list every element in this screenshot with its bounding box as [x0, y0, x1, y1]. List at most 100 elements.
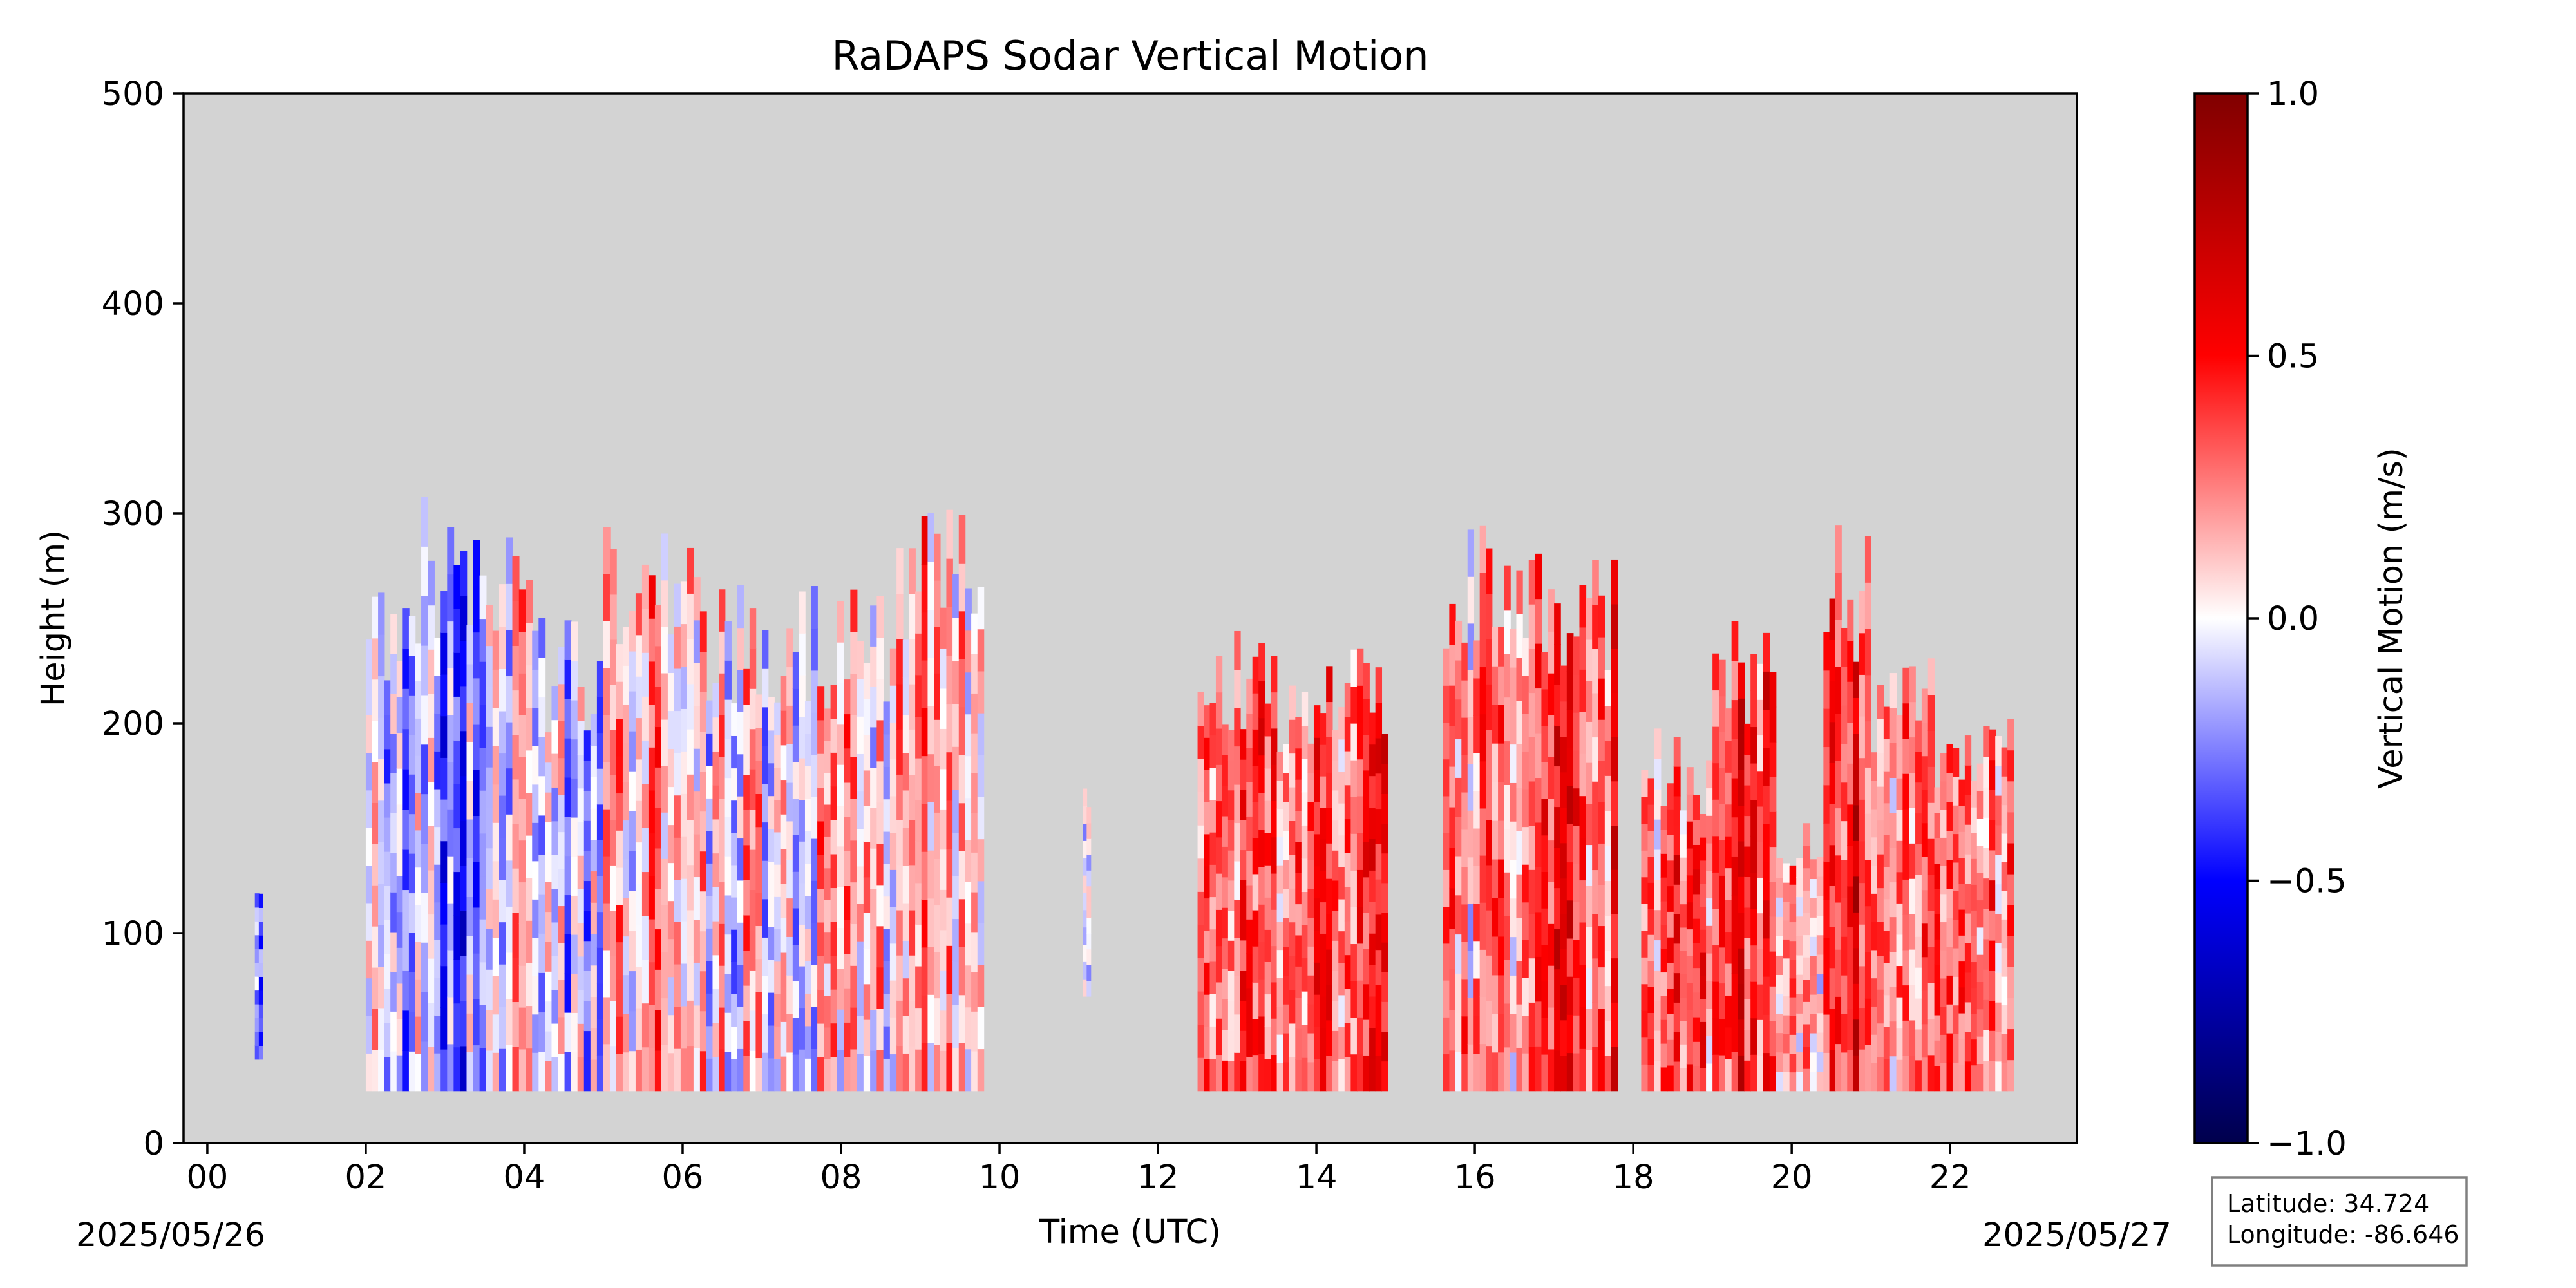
data-cell	[915, 799, 922, 842]
data-cell	[1492, 1052, 1499, 1092]
data-cell	[1731, 1012, 1739, 1052]
data-cell	[1983, 786, 1990, 818]
data-cell	[737, 669, 744, 712]
data-cell	[1541, 762, 1549, 799]
data-cell	[1504, 959, 1511, 1004]
data-cell	[1738, 734, 1745, 770]
data-cell	[1375, 1019, 1383, 1056]
data-cell	[506, 583, 513, 630]
data-cell	[799, 965, 806, 1009]
data-cell	[680, 878, 688, 922]
data-cell	[2007, 842, 2014, 875]
data-cell	[1952, 748, 1960, 777]
data-cell	[724, 660, 732, 700]
data-cell	[1516, 657, 1523, 701]
data-cell	[1295, 934, 1302, 967]
data-cell	[1369, 933, 1376, 965]
data-cell	[545, 851, 553, 882]
data-cell	[804, 928, 812, 961]
data-cell	[622, 781, 630, 821]
data-cell	[506, 676, 513, 723]
data-cell	[1271, 656, 1278, 693]
data-cell	[1783, 901, 1790, 921]
data-cell	[1641, 849, 1649, 878]
data-cell	[1647, 856, 1655, 883]
data-cell	[428, 605, 435, 650]
data-cell	[811, 712, 818, 755]
data-cell	[622, 704, 630, 744]
data-cell	[830, 887, 838, 922]
data-cell	[1927, 838, 1935, 875]
data-cell	[506, 813, 513, 861]
data-cell	[1258, 1053, 1265, 1092]
data-cell	[486, 969, 493, 1010]
data-cell	[1896, 746, 1904, 779]
data-cell	[661, 533, 668, 581]
data-cell	[1816, 1012, 1824, 1033]
data-cell	[774, 734, 781, 768]
data-cell	[1952, 1033, 1960, 1063]
data-cell	[1859, 923, 1866, 967]
data-cell	[1307, 1061, 1314, 1092]
data-cell	[1326, 701, 1333, 738]
data-cell	[1712, 762, 1719, 800]
data-cell	[641, 915, 649, 960]
data-cell	[1234, 1014, 1241, 1053]
data-cell	[434, 977, 442, 1016]
data-cell	[1803, 823, 1811, 846]
data-cell	[755, 1024, 762, 1059]
data-cell	[1921, 789, 1929, 824]
data-cell	[1338, 962, 1345, 996]
data-cell	[434, 902, 442, 940]
data-cell	[1611, 1002, 1618, 1047]
data-cell	[551, 1023, 559, 1057]
data-cell	[1598, 967, 1605, 1009]
data-cell	[1375, 1055, 1383, 1092]
data-cell	[583, 1060, 591, 1092]
data-cell	[1516, 830, 1523, 875]
data-cell	[1654, 909, 1662, 941]
data-cell	[837, 601, 844, 643]
data-cell	[844, 919, 851, 954]
data-cell	[680, 1048, 688, 1092]
data-cell	[1647, 960, 1655, 987]
data-cell	[743, 668, 750, 705]
data-cell	[1647, 934, 1655, 961]
data-cell	[687, 728, 694, 775]
data-cell	[635, 593, 643, 636]
data-cell	[1667, 860, 1674, 887]
data-cell	[896, 1045, 904, 1092]
data-cell	[674, 583, 681, 627]
data-cell	[889, 1054, 897, 1092]
data-cell	[761, 822, 769, 861]
data-cell	[1718, 767, 1726, 804]
data-cell	[648, 704, 656, 748]
data-cell	[1757, 735, 1764, 772]
data-cell	[466, 935, 474, 975]
data-cell	[365, 677, 373, 715]
data-cell	[1902, 949, 1910, 986]
data-cell	[1381, 912, 1388, 943]
data-cell	[1086, 980, 1092, 997]
data-cell	[1700, 906, 1707, 930]
data-cell	[1295, 748, 1302, 780]
data-cell	[1209, 961, 1217, 994]
data-cell	[492, 784, 500, 823]
data-cell	[1902, 879, 1910, 915]
data-cell	[1375, 773, 1383, 810]
data-cell	[1307, 1032, 1314, 1063]
data-cell	[1338, 706, 1345, 740]
data-cell	[378, 676, 385, 718]
data-cell	[724, 1012, 732, 1052]
data-cell	[850, 673, 858, 715]
data-cell	[977, 629, 985, 672]
data-cell	[1877, 1056, 1884, 1092]
data-cell	[1461, 754, 1468, 793]
data-cell	[1750, 908, 1757, 946]
data-cell	[1271, 1054, 1278, 1092]
data-cell	[706, 700, 714, 734]
data-cell	[1889, 812, 1897, 848]
y-tick-label: 300	[102, 495, 164, 533]
data-region	[1332, 648, 1388, 1092]
data-cell	[1921, 688, 1929, 723]
